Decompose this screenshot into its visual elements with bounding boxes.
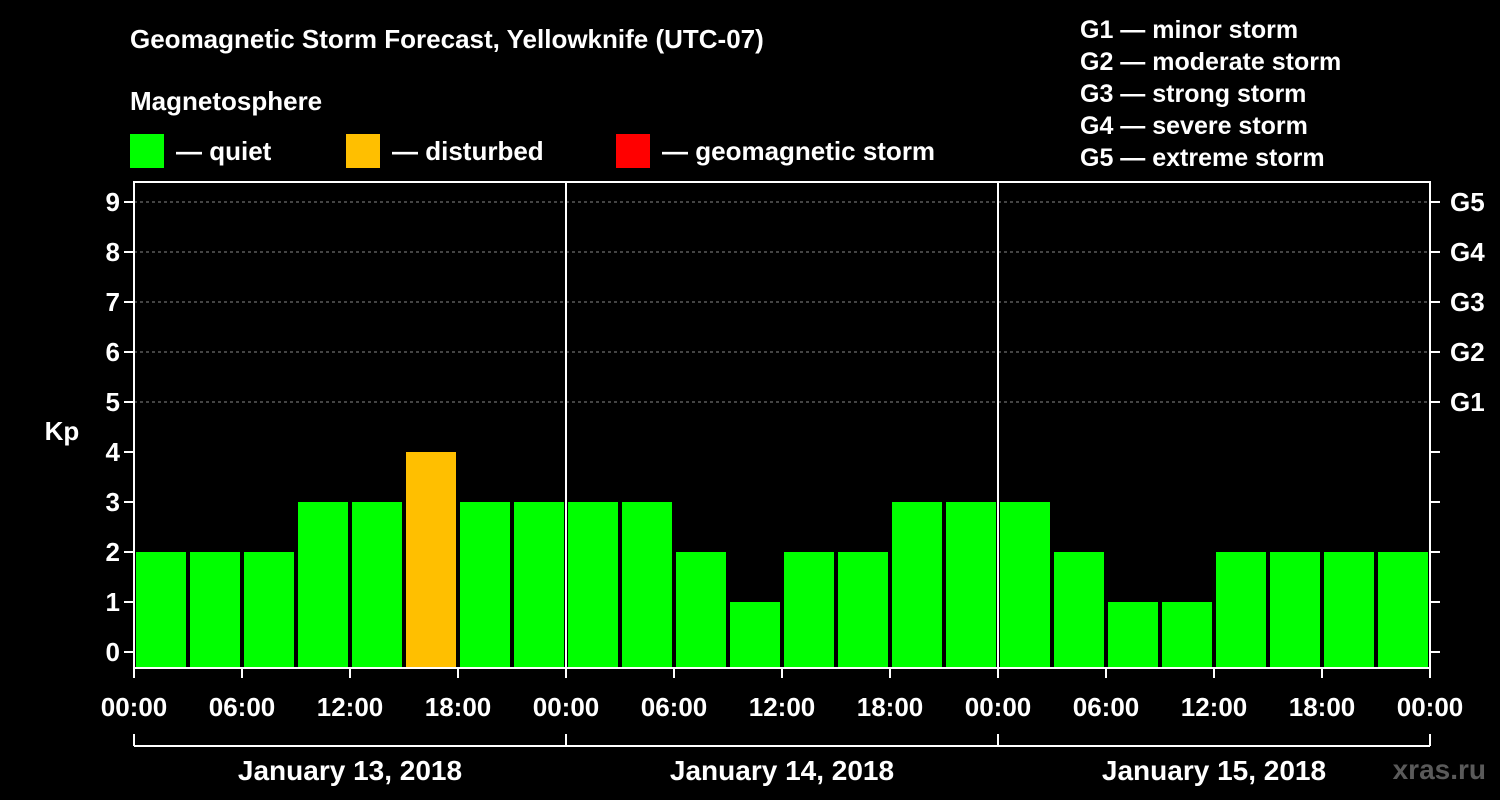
- x-tick-label-0: 00:00: [101, 692, 168, 722]
- kp-bar-8: [568, 502, 618, 668]
- kp-bar-15: [946, 502, 996, 668]
- x-tick-label-8: 00:00: [965, 692, 1032, 722]
- y-tick-label-3: 3: [106, 487, 120, 517]
- magnetosphere-title: Magnetosphere: [130, 86, 323, 116]
- kp-bar-6: [460, 502, 510, 668]
- y-axis-label: Kp: [45, 416, 80, 446]
- storm-level-g5: G5 — extreme storm: [1080, 144, 1325, 172]
- x-tick-label-5: 06:00: [641, 692, 708, 722]
- right-label-g5: G5: [1450, 187, 1485, 217]
- x-tick-label-3: 18:00: [425, 692, 492, 722]
- kp-bar-9: [622, 502, 672, 668]
- y-tick-label-6: 6: [106, 337, 120, 367]
- kp-bar-12: [784, 552, 834, 668]
- watermark: xras.ru: [1392, 754, 1486, 785]
- x-tick-label-2: 12:00: [317, 692, 384, 722]
- y-tick-label-9: 9: [106, 187, 120, 217]
- kp-bar-20: [1216, 552, 1266, 668]
- x-tick-label-10: 12:00: [1181, 692, 1248, 722]
- legend-quiet-label: — quiet: [176, 135, 272, 166]
- legend-disturbed-label: — disturbed: [392, 135, 544, 166]
- y-tick-label-1: 1: [106, 587, 120, 617]
- y-tick-label-8: 8: [106, 237, 120, 267]
- legend-disturbed-swatch: [346, 134, 380, 168]
- right-label-g4: G4: [1450, 237, 1485, 267]
- legend-storm-swatch: [616, 134, 650, 168]
- kp-bar-4: [352, 502, 402, 668]
- kp-bar-18: [1108, 602, 1158, 668]
- x-tick-label-9: 06:00: [1073, 692, 1140, 722]
- kp-bar-19: [1162, 602, 1212, 668]
- kp-bar-3: [298, 502, 348, 668]
- kp-bar-5: [406, 452, 456, 668]
- kp-bar-16: [1000, 502, 1050, 668]
- day-label-2: January 15, 2018: [1102, 755, 1326, 786]
- x-tick-label-7: 18:00: [857, 692, 924, 722]
- kp-bar-2: [244, 552, 294, 668]
- kp-bar-22: [1324, 552, 1374, 668]
- storm-level-g1: G1 — minor storm: [1080, 16, 1299, 44]
- y-tick-label-2: 2: [106, 537, 120, 567]
- legend-quiet-swatch: [130, 134, 164, 168]
- y-tick-label-4: 4: [106, 437, 121, 467]
- kp-bar-0: [136, 552, 186, 668]
- y-tick-label-7: 7: [106, 287, 120, 317]
- x-tick-label-12: 00:00: [1397, 692, 1464, 722]
- legend-storm-label: — geomagnetic storm: [662, 135, 936, 166]
- right-label-g2: G2: [1450, 337, 1485, 367]
- legend-storm: — geomagnetic storm: [616, 134, 935, 168]
- y-tick-label-0: 0: [106, 637, 120, 667]
- kp-bar-13: [838, 552, 888, 668]
- x-tick-label-6: 12:00: [749, 692, 816, 722]
- kp-bar-7: [514, 502, 564, 668]
- kp-bar-14: [892, 502, 942, 668]
- x-tick-label-1: 06:00: [209, 692, 276, 722]
- kp-bar-10: [676, 552, 726, 668]
- right-label-g1: G1: [1450, 387, 1485, 417]
- storm-level-legend: G1 — minor storm G2 — moderate storm G3 …: [1080, 14, 1341, 174]
- storm-level-g4: G4 — severe storm: [1080, 112, 1308, 140]
- kp-bar-17: [1054, 552, 1104, 668]
- kp-bar-21: [1270, 552, 1320, 668]
- storm-level-g3: G3 — strong storm: [1080, 80, 1307, 108]
- day-label-1: January 14, 2018: [670, 755, 894, 786]
- legend-disturbed: — disturbed: [346, 134, 544, 168]
- x-tick-label-4: 00:00: [533, 692, 600, 722]
- kp-bar-23: [1378, 552, 1428, 668]
- day-label-0: January 13, 2018: [238, 755, 462, 786]
- x-tick-label-11: 18:00: [1289, 692, 1356, 722]
- right-label-g3: G3: [1450, 287, 1485, 317]
- chart-title: Geomagnetic Storm Forecast, Yellowknife …: [130, 24, 764, 54]
- storm-level-g2: G2 — moderate storm: [1080, 48, 1342, 76]
- legend-quiet: — quiet: [130, 134, 271, 168]
- kp-bar-1: [190, 552, 240, 668]
- y-tick-label-5: 5: [106, 387, 120, 417]
- kp-bar-11: [730, 602, 780, 668]
